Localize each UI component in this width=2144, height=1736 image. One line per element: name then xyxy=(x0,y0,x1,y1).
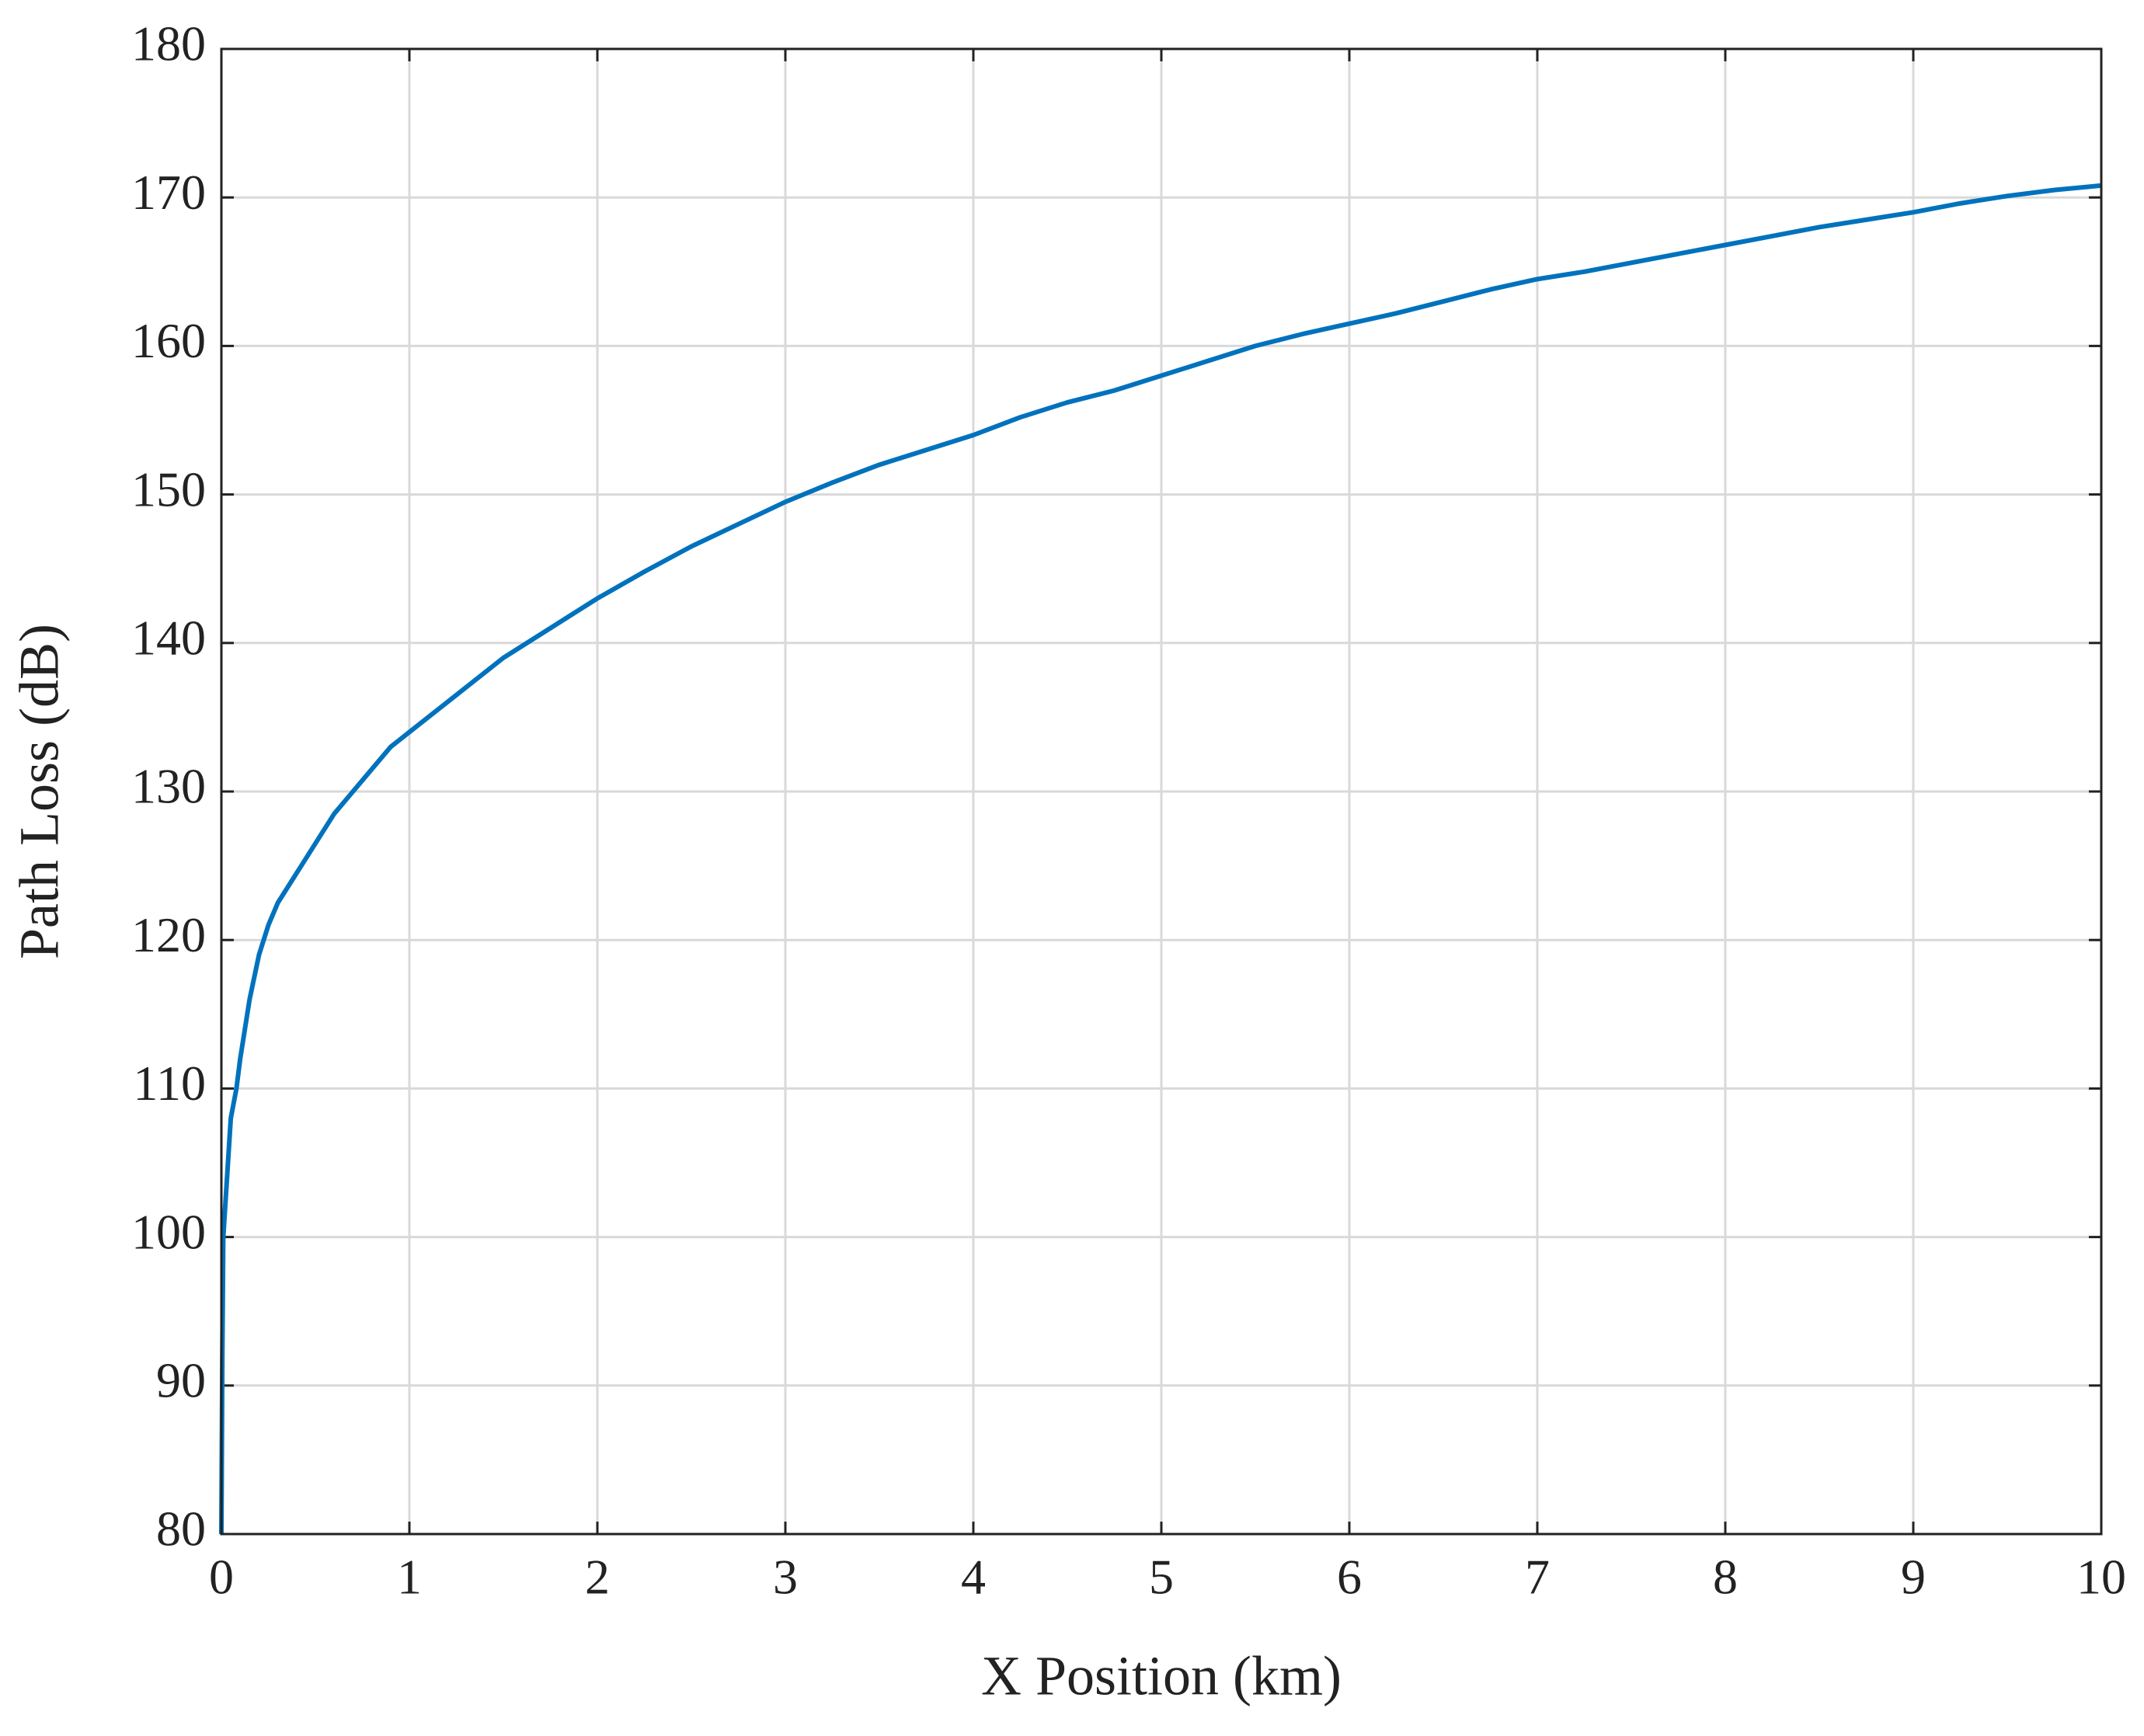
plot-frame xyxy=(220,47,2103,1536)
y-axis-label: Path Loss (dB) xyxy=(9,624,71,959)
data-line xyxy=(219,183,2102,1535)
y-tick-label: 140 xyxy=(131,610,206,665)
y-tick-label: 80 xyxy=(156,1501,206,1557)
x-tick-label: 8 xyxy=(1713,1550,1738,1605)
x-tick-label: 0 xyxy=(209,1550,234,1605)
x-tick-label: 3 xyxy=(773,1550,798,1605)
x-tick-label: 10 xyxy=(2076,1550,2126,1605)
x-tick-label: 2 xyxy=(585,1550,610,1605)
x-tick-label: 4 xyxy=(961,1550,986,1605)
x-tick-label: 9 xyxy=(1901,1550,1926,1605)
y-tick-label: 170 xyxy=(131,165,206,220)
y-tick-label: 130 xyxy=(131,759,206,814)
x-tick-label: 7 xyxy=(1525,1550,1550,1605)
x-tick-label: 5 xyxy=(1149,1550,1174,1605)
y-tick-label: 100 xyxy=(131,1204,206,1259)
x-axis-label: X Position (km) xyxy=(981,1645,1342,1707)
x-tick-label: 6 xyxy=(1337,1550,1362,1605)
x-tick-label: 1 xyxy=(397,1550,422,1605)
y-tick-label: 110 xyxy=(133,1056,206,1111)
y-tick-label: 180 xyxy=(131,16,206,71)
y-tick-label: 160 xyxy=(131,313,206,368)
y-tick-label: 120 xyxy=(131,907,206,962)
y-tick-label: 90 xyxy=(156,1352,206,1407)
y-tick-label: 150 xyxy=(131,461,206,517)
